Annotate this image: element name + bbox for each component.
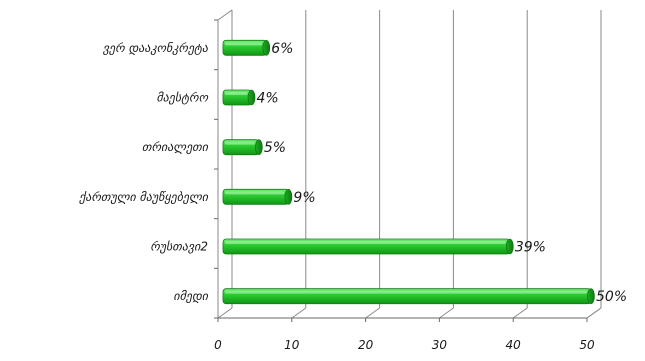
data-label: 50% — [596, 289, 627, 305]
bar-end-cap — [262, 40, 271, 56]
x-tick-label: 30 — [432, 338, 448, 352]
labels: ვერ დააკონკრეტა 6% მაესტრო 4% თრიალეთი 5% ქართ… — [78, 41, 627, 352]
bar-highlight — [225, 42, 263, 46]
axes — [214, 9, 602, 322]
x-tick-label: 20 — [358, 338, 374, 352]
x-tick-label: 40 — [506, 338, 522, 352]
category-label: ვერ დააკონკრეტა — [102, 41, 209, 55]
data-label: 6% — [271, 41, 293, 57]
data-label: 9% — [293, 190, 315, 206]
bar-highlight — [225, 290, 587, 294]
bar-end-cap — [506, 238, 514, 255]
floor-gridline — [291, 307, 307, 319]
bar-highlight — [225, 141, 255, 145]
x-axis-depth — [586, 307, 602, 319]
bar-end-cap — [284, 189, 293, 205]
bar-end-cap — [247, 89, 256, 106]
floor-gridline — [439, 307, 454, 319]
bar-end-cap — [587, 288, 595, 304]
bar-highlight — [225, 92, 248, 95]
x-tick-label: 10 — [284, 338, 300, 352]
y-axis-top-depth — [217, 9, 233, 21]
bars — [222, 39, 595, 305]
bar-end-cap — [255, 139, 263, 155]
category-label: თრიალეთი — [142, 140, 209, 154]
floor-gridline — [217, 307, 233, 319]
category-label: მაესტრო — [156, 91, 209, 105]
x-tick-label: 0 — [214, 338, 222, 352]
data-label: 4% — [257, 91, 279, 107]
x-tick-label: 50 — [579, 338, 595, 352]
category-label: იმედი — [173, 289, 208, 303]
category-label: რუსთავი2 — [150, 240, 208, 254]
bar-highlight — [225, 191, 285, 195]
category-label: ქართული მაუწყებელი — [78, 190, 209, 204]
bar-highlight — [225, 241, 506, 244]
floor-gridline — [365, 307, 380, 319]
data-label: 39% — [515, 240, 546, 256]
floor-gridline — [512, 307, 528, 319]
data-label: 5% — [264, 140, 286, 156]
